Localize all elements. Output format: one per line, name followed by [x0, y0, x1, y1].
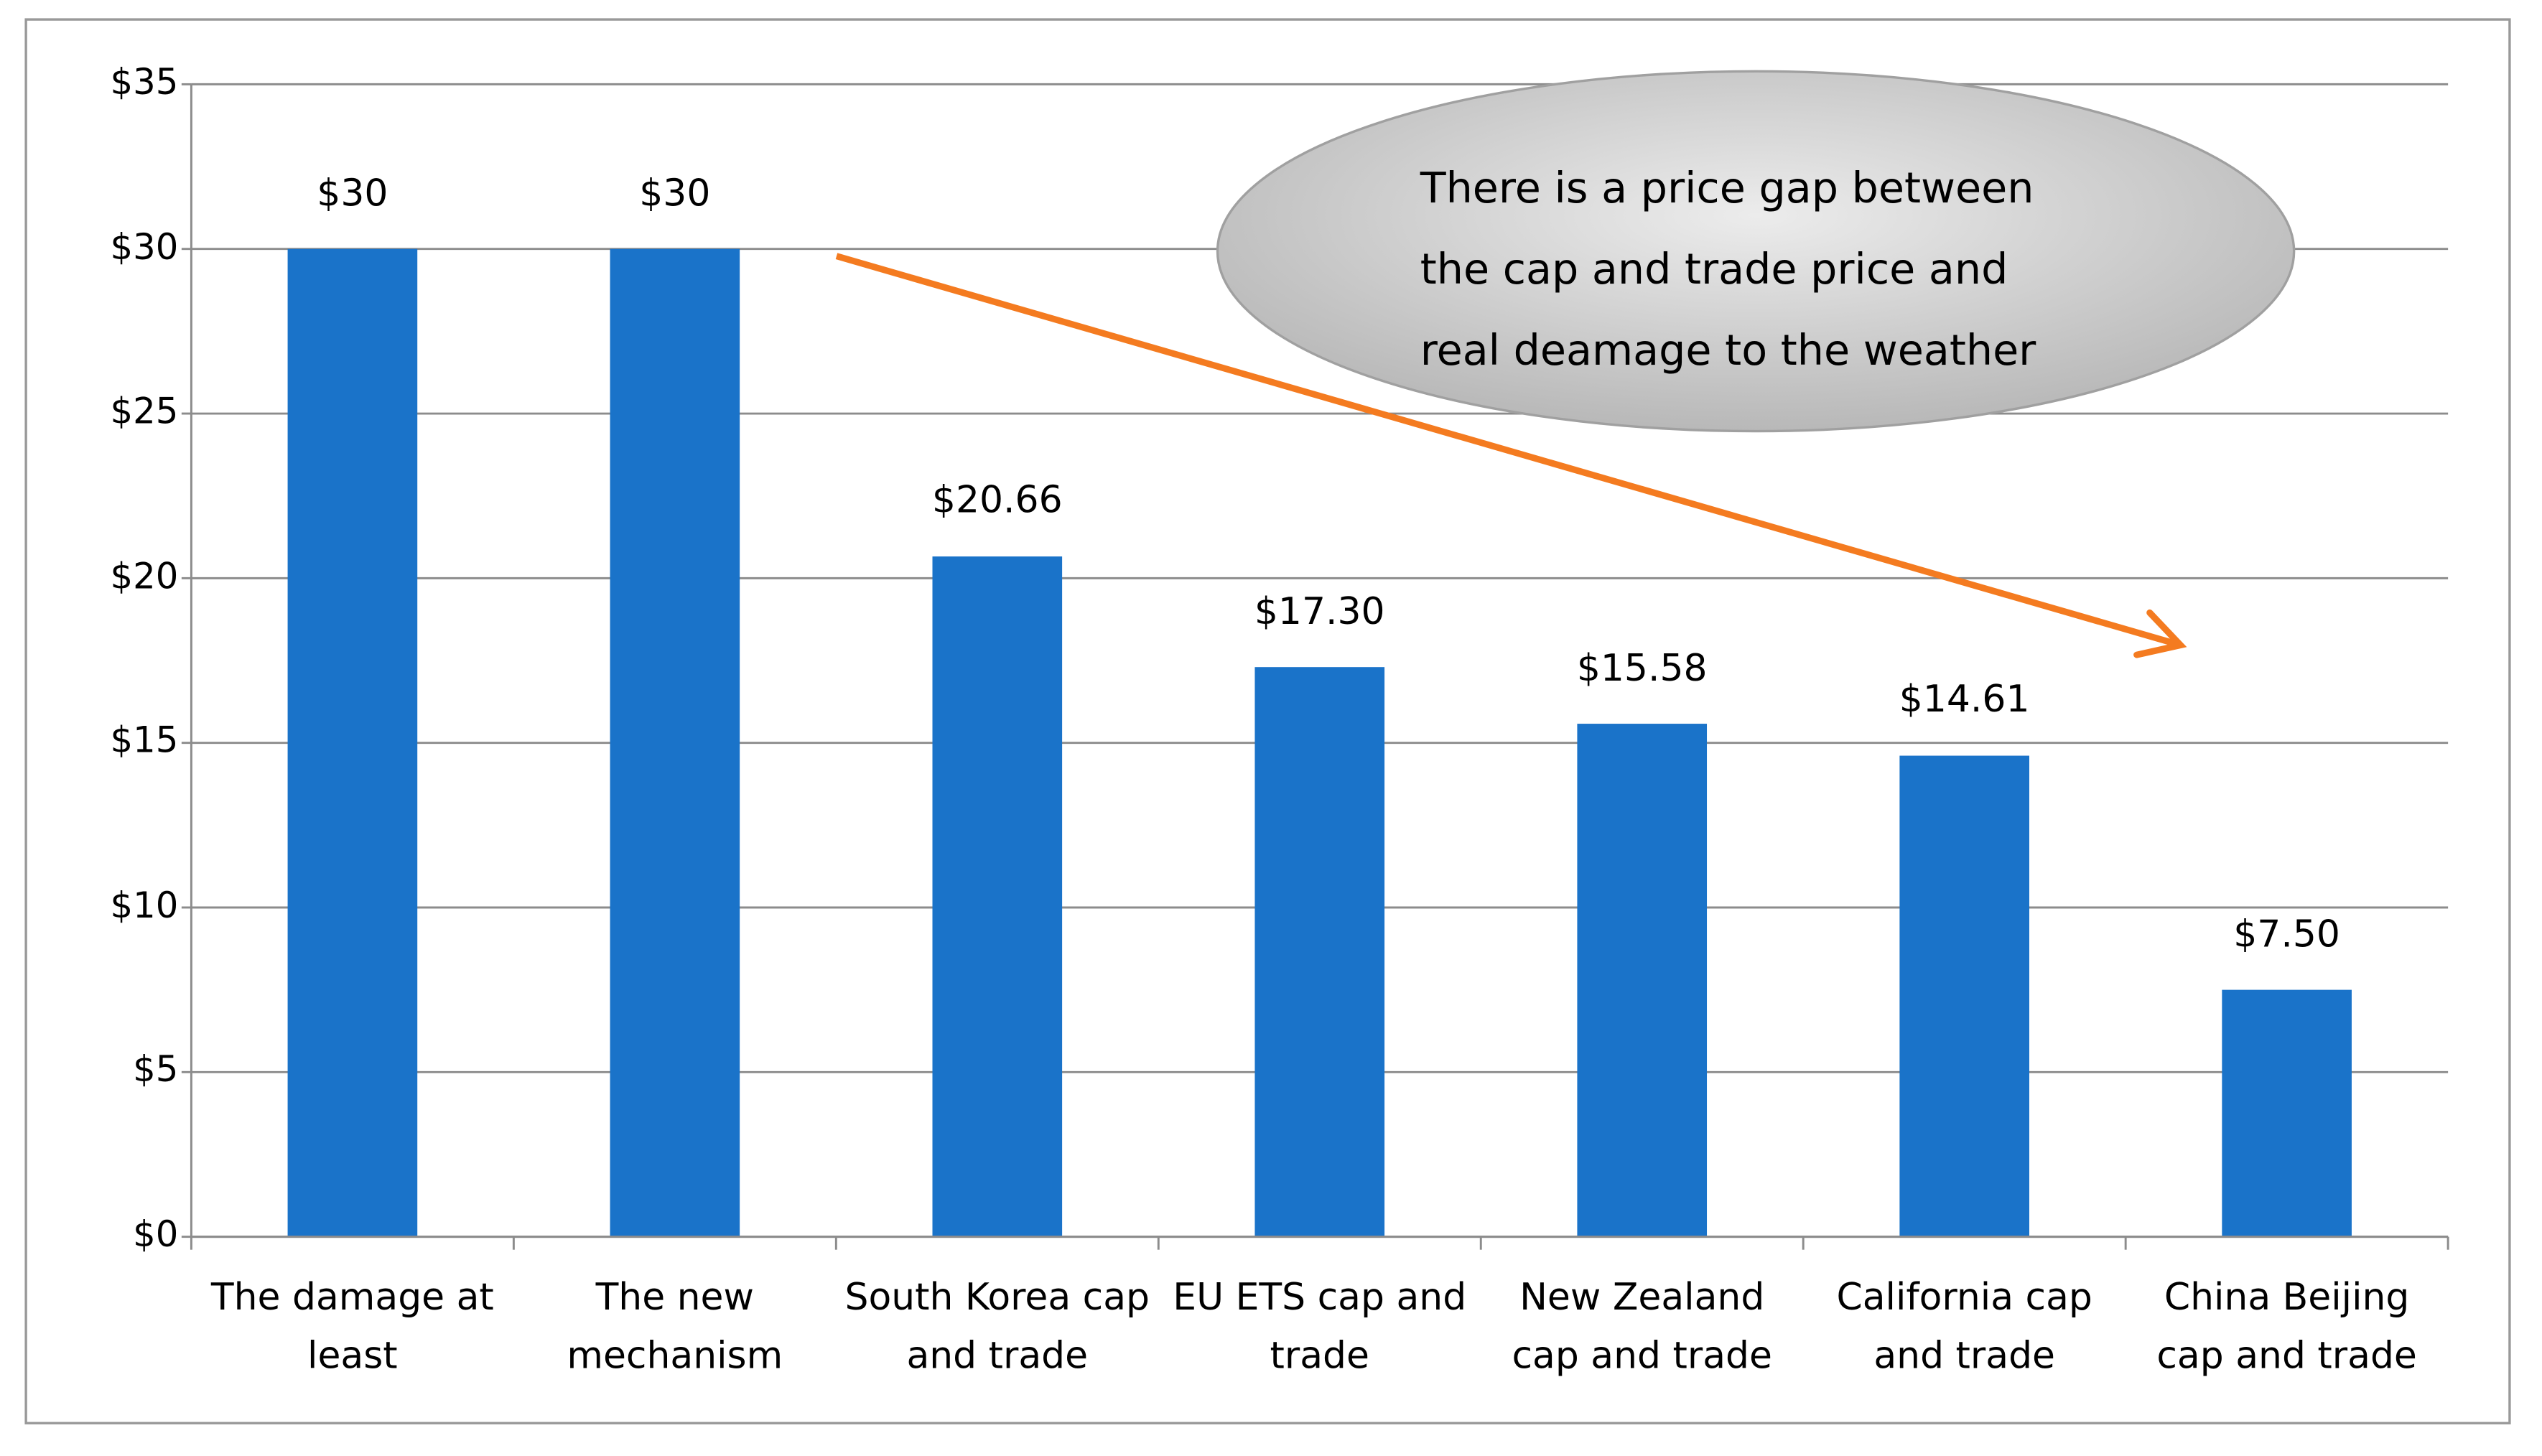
- y-tick-label: $30: [110, 228, 179, 269]
- x-tick-label: New Zealand cap and trade: [1512, 1277, 1772, 1378]
- bar: [1899, 755, 2029, 1237]
- x-tick-label: China Beijing cap and trade: [2156, 1277, 2417, 1378]
- value-label: $14.61: [1899, 679, 2030, 722]
- y-tick-label: $20: [110, 556, 179, 598]
- y-tick-label: $35: [110, 63, 179, 104]
- y-tick-label: $25: [110, 392, 179, 434]
- value-label: $15.58: [1576, 647, 1708, 690]
- bar: [932, 556, 1063, 1237]
- value-label: $30: [317, 172, 388, 215]
- annotation: There is a price gap between the cap and…: [1420, 165, 2036, 376]
- x-tick-label: South Korea cap and trade: [844, 1277, 1150, 1378]
- bar: [1254, 667, 1385, 1237]
- bar: [610, 248, 740, 1237]
- y-tick-label: $15: [110, 722, 179, 762]
- trend-arrow: [835, 253, 2182, 648]
- value-label: $30: [639, 172, 711, 215]
- y-tick-label: $10: [110, 886, 179, 928]
- x-tick-label: EU ETS cap and trade: [1173, 1277, 1467, 1378]
- bar: [287, 248, 418, 1237]
- x-tick-label: California cap and trade: [1836, 1277, 2092, 1378]
- x-tick-label: The damage at least: [210, 1277, 494, 1378]
- callout-bubble: [1216, 70, 2296, 433]
- y-tick-label: $5: [133, 1050, 179, 1092]
- value-label: $7.50: [2233, 913, 2340, 956]
- bar: [1577, 724, 1708, 1237]
- y-tick-label: $0: [133, 1215, 179, 1256]
- arrow-head: [2133, 609, 2187, 658]
- x-tick-label: The new mechanism: [567, 1277, 783, 1378]
- bar: [2222, 989, 2352, 1237]
- value-label: $17.30: [1254, 591, 1385, 633]
- value-label: $20.66: [931, 480, 1063, 523]
